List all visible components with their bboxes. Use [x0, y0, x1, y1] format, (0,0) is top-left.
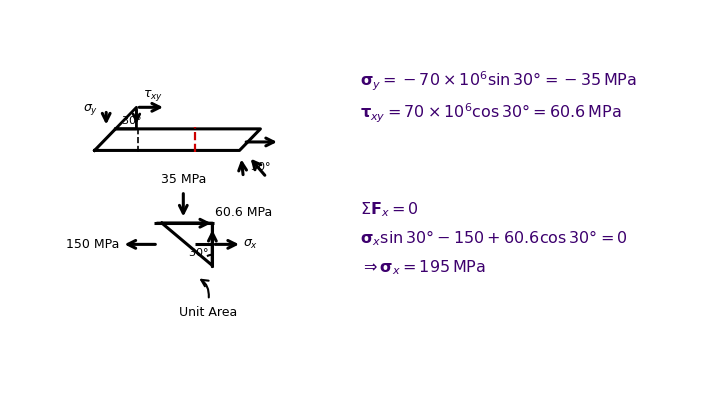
Text: $\Rightarrow\mathbf{\sigma}_x = 195\,\mathrm{MPa}$: $\Rightarrow\mathbf{\sigma}_x = 195\,\ma…: [360, 258, 486, 277]
Text: 60.6 MPa: 60.6 MPa: [216, 206, 273, 219]
Text: $\Sigma\mathbf{F}_x = 0$: $\Sigma\mathbf{F}_x = 0$: [360, 200, 419, 219]
Text: $30°$: $30°$: [250, 160, 271, 173]
Text: $\tau_{xy}$: $\tau_{xy}$: [143, 88, 163, 103]
Text: $\sigma_y$: $\sigma_y$: [83, 102, 98, 117]
Text: Unit Area: Unit Area: [180, 306, 238, 318]
Text: $\mathbf{\sigma}_y = -70\times10^6\sin30°= -35\,\mathrm{MPa}$: $\mathbf{\sigma}_y = -70\times10^6\sin30…: [360, 69, 636, 93]
Text: $30°$: $30°$: [121, 114, 141, 126]
Text: $30°$: $30°$: [187, 246, 209, 258]
Text: $\mathbf{\tau}_{xy} = 70\times10^6\cos30°= 60.6\,\mathrm{MPa}$: $\mathbf{\tau}_{xy} = 70\times10^6\cos30…: [360, 102, 621, 125]
Text: 150 MPa: 150 MPa: [66, 238, 119, 251]
Text: $\sigma_x$: $\sigma_x$: [243, 238, 259, 251]
Text: $\mathbf{\sigma}_x\sin30°- 150 + 60.6\cos30°= 0$: $\mathbf{\sigma}_x\sin30°- 150 + 60.6\co…: [360, 228, 627, 248]
Text: 35 MPa: 35 MPa: [160, 173, 206, 186]
